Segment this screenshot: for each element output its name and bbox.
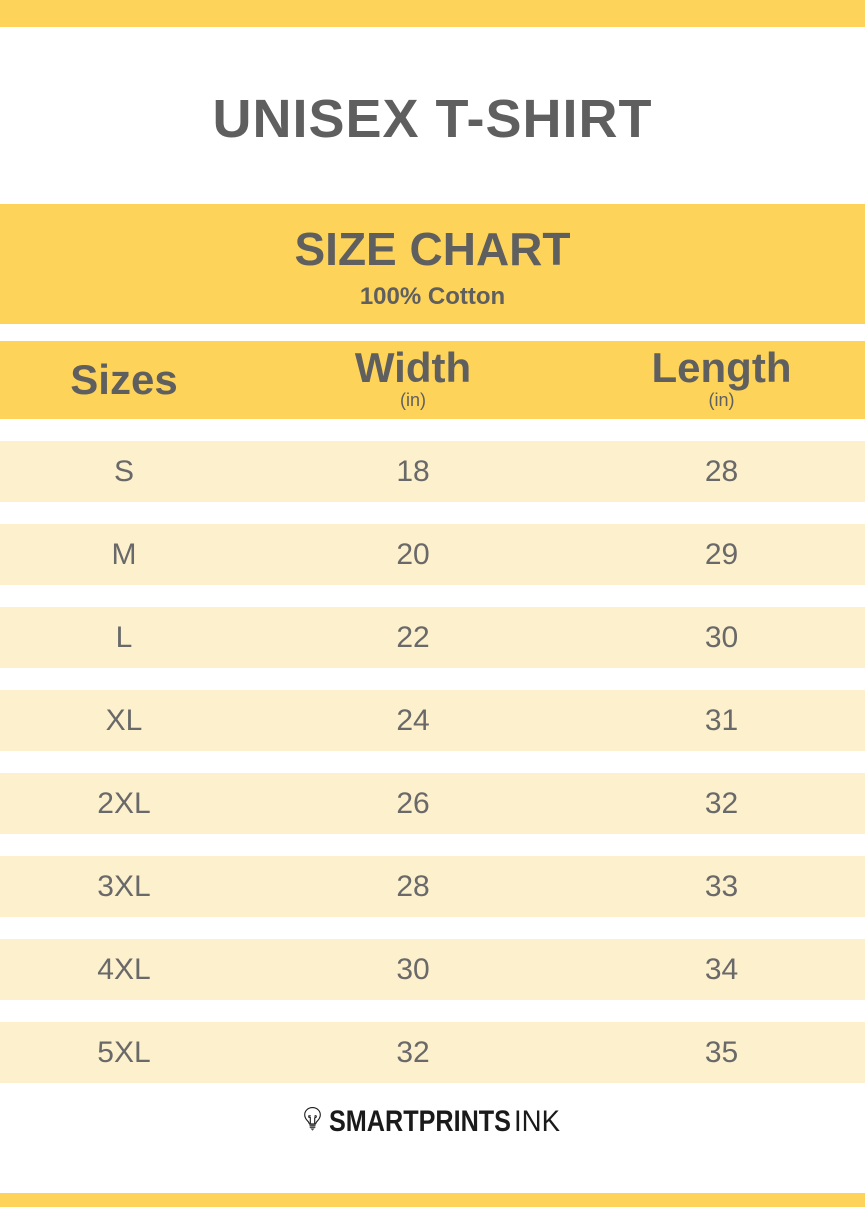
svg-text:INK: INK — [514, 1105, 560, 1138]
svg-text:SMARTPRINTS: SMARTPRINTS — [329, 1105, 511, 1138]
